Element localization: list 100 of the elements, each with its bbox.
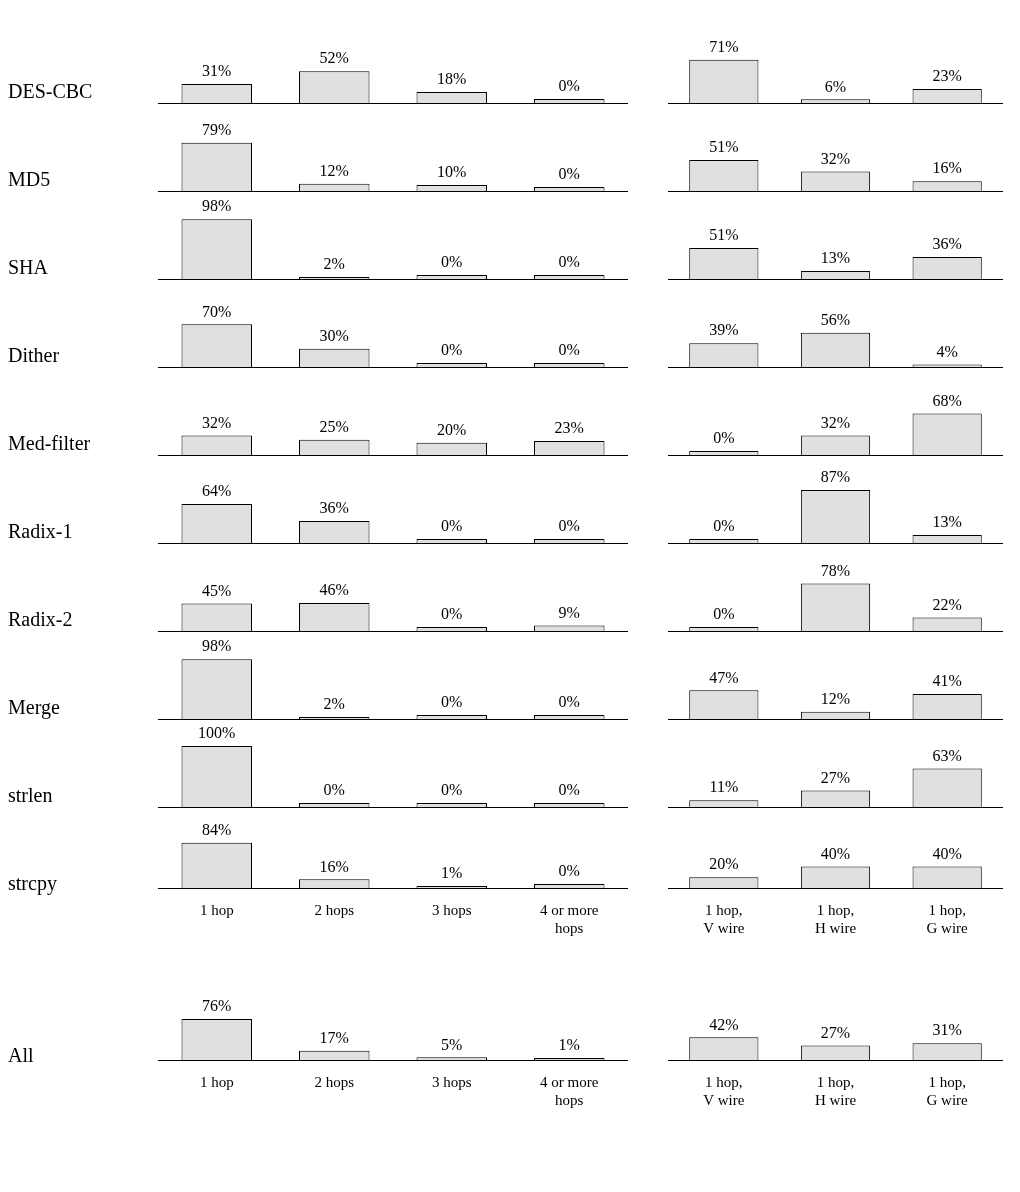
data-label: 0% bbox=[441, 781, 463, 799]
data-label: 5% bbox=[441, 1035, 463, 1053]
x-tick-label: 3 hops bbox=[431, 1073, 472, 1090]
data-label: 68% bbox=[932, 391, 962, 409]
data-label: 0% bbox=[441, 253, 463, 271]
data-label: 12% bbox=[820, 689, 851, 707]
data-label: 0% bbox=[558, 781, 580, 799]
data-label: 70% bbox=[202, 302, 232, 320]
data-label: 2% bbox=[323, 695, 345, 713]
data-label: 39% bbox=[709, 321, 739, 339]
data-label: 64% bbox=[202, 482, 232, 500]
data-label: 17% bbox=[319, 1029, 349, 1047]
y-axis-title: Med-filter bbox=[8, 431, 92, 455]
y-axis-title: Merge bbox=[8, 695, 61, 719]
y-axis-title: Radix-1 bbox=[8, 519, 74, 543]
data-label: 87% bbox=[820, 468, 851, 486]
data-label: 0% bbox=[713, 517, 735, 535]
y-axis-title: All bbox=[8, 1043, 35, 1067]
y-axis-title: Dither bbox=[8, 343, 61, 367]
data-label: 0% bbox=[441, 693, 463, 711]
data-label: 13% bbox=[932, 513, 962, 531]
y-axis-title: strcpy bbox=[8, 871, 58, 895]
data-label: 2% bbox=[323, 255, 345, 273]
x-tick-label: 1 hop, V wire bbox=[703, 1073, 745, 1108]
y-axis-title: MD5 bbox=[8, 167, 52, 191]
data-label: 0% bbox=[558, 341, 580, 359]
data-label: 78% bbox=[820, 561, 851, 579]
data-label: 51% bbox=[709, 138, 739, 156]
data-label: 56% bbox=[820, 311, 851, 329]
y-axis-title: DES-CBC bbox=[8, 79, 94, 103]
data-label: 100% bbox=[198, 724, 236, 742]
x-tick-label: 1 hop, H wire bbox=[814, 901, 857, 936]
data-label: 98% bbox=[202, 197, 232, 215]
data-label: 71% bbox=[709, 37, 739, 55]
data-label: 0% bbox=[713, 429, 735, 447]
data-label: 13% bbox=[820, 249, 851, 267]
data-label: 23% bbox=[554, 419, 584, 437]
data-label: 16% bbox=[319, 857, 349, 875]
data-label: 45% bbox=[202, 581, 232, 599]
data-label: 30% bbox=[319, 326, 349, 344]
y-axis-title: Radix-2 bbox=[8, 607, 74, 631]
y-axis-title: strlen bbox=[8, 783, 54, 807]
data-label: 9% bbox=[558, 603, 580, 621]
data-label: 10% bbox=[437, 163, 467, 181]
data-label: 52% bbox=[319, 49, 349, 67]
x-tick-label: 3 hops bbox=[431, 901, 472, 918]
data-label: 76% bbox=[202, 997, 232, 1015]
data-label: 0% bbox=[441, 605, 463, 623]
data-label: 32% bbox=[202, 413, 232, 431]
data-label: 51% bbox=[709, 226, 739, 244]
data-label: 20% bbox=[437, 421, 467, 438]
data-label: 1% bbox=[558, 1036, 580, 1054]
data-label: 40% bbox=[820, 844, 851, 862]
data-label: 12% bbox=[319, 161, 349, 179]
data-label: 18% bbox=[437, 70, 467, 88]
data-label: 0% bbox=[323, 781, 345, 799]
data-label: 32% bbox=[820, 413, 851, 431]
data-label: 84% bbox=[202, 820, 232, 838]
data-label: 36% bbox=[932, 235, 962, 253]
data-label: 27% bbox=[820, 1023, 851, 1041]
data-label: 0% bbox=[558, 165, 580, 183]
x-tick-label: 1 hop, G wire bbox=[926, 901, 969, 936]
x-tick-label: 1 hop bbox=[199, 901, 234, 918]
data-label: 36% bbox=[319, 499, 349, 517]
data-label: 41% bbox=[932, 672, 962, 690]
data-label: 0% bbox=[558, 77, 580, 95]
data-label: 98% bbox=[202, 637, 232, 655]
data-label: 46% bbox=[319, 581, 349, 599]
data-label: 0% bbox=[441, 341, 463, 359]
data-label: 27% bbox=[820, 768, 851, 786]
data-label: 4% bbox=[936, 342, 958, 360]
data-label: 0% bbox=[713, 605, 735, 623]
data-label: 1% bbox=[441, 864, 463, 882]
data-label: 23% bbox=[932, 67, 962, 85]
data-label: 0% bbox=[558, 253, 580, 271]
x-tick-label: 2 hops bbox=[314, 901, 355, 918]
x-tick-label: 4 or more hops bbox=[540, 1073, 599, 1108]
y-axis-title: SHA bbox=[8, 255, 49, 279]
data-label: 6% bbox=[824, 77, 847, 95]
data-label: 63% bbox=[932, 746, 962, 764]
data-label: 31% bbox=[202, 62, 232, 80]
data-label: 11% bbox=[709, 778, 739, 796]
data-label: 0% bbox=[558, 517, 580, 535]
data-label: 0% bbox=[441, 517, 463, 535]
data-label: 22% bbox=[932, 595, 962, 613]
data-label: 47% bbox=[709, 668, 739, 686]
x-tick-label: 4 or more hops bbox=[540, 901, 599, 936]
data-label: 16% bbox=[932, 159, 962, 177]
data-label: 25% bbox=[319, 417, 349, 435]
data-label: 40% bbox=[932, 844, 962, 862]
x-tick-label: 1 hop bbox=[199, 1073, 234, 1090]
data-label: 20% bbox=[709, 855, 739, 873]
x-tick-label: 1 hop, G wire bbox=[926, 1073, 969, 1108]
data-label: 79% bbox=[202, 121, 232, 139]
x-tick-label: 2 hops bbox=[314, 1073, 355, 1090]
data-label: 32% bbox=[820, 149, 851, 167]
x-tick-label: 1 hop, V wire bbox=[703, 901, 745, 936]
data-label: 31% bbox=[932, 1021, 962, 1039]
data-label: 0% bbox=[558, 693, 580, 711]
data-label: 0% bbox=[558, 862, 580, 880]
